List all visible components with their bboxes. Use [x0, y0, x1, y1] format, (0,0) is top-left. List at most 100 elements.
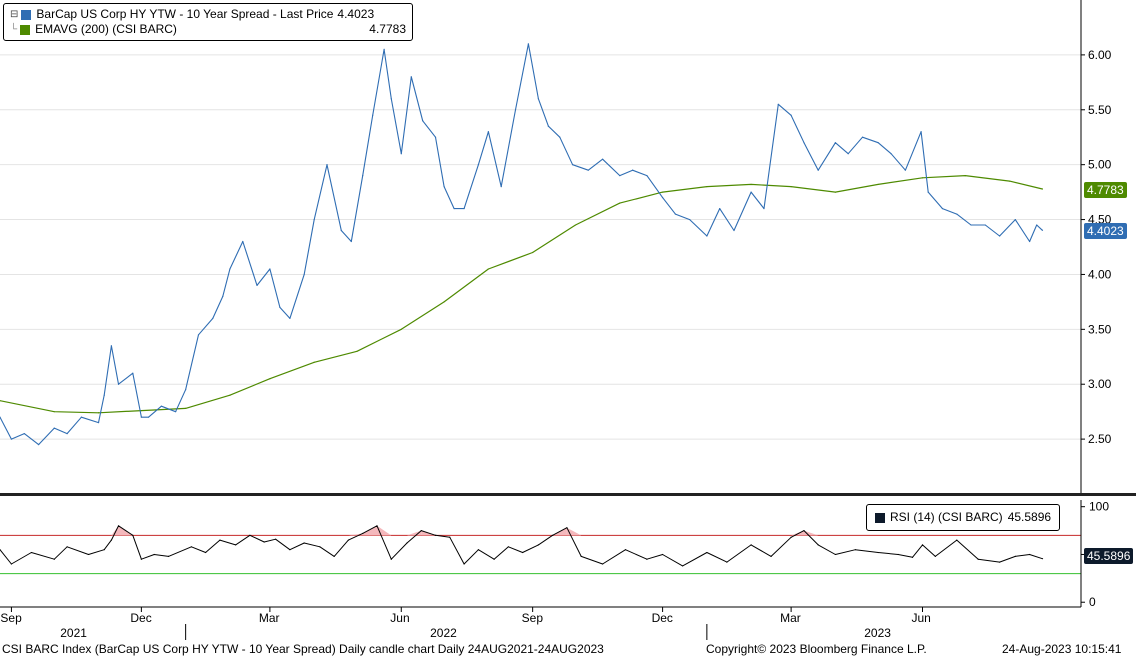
x-year-label: 2021	[60, 626, 87, 640]
ema-line-point	[574, 224, 577, 226]
ema-line-point	[790, 186, 792, 188]
price-line-point	[212, 317, 214, 319]
price-line-point	[904, 169, 906, 171]
price-line-point	[453, 207, 455, 210]
ema-line-point	[661, 191, 664, 193]
ema-line-point	[269, 378, 271, 380]
x-tick-label: Sep	[0, 611, 22, 625]
rsi-line-point	[275, 538, 277, 540]
rsi-line-point	[661, 553, 664, 556]
price-line-point	[256, 284, 258, 287]
price-line-point	[97, 422, 100, 424]
rsi-line-point	[362, 532, 364, 535]
ema-line-point	[964, 175, 966, 177]
panel-divider[interactable]	[0, 493, 1136, 496]
price-line-point	[229, 268, 231, 270]
price-line-point	[847, 153, 849, 155]
price-line-point	[719, 207, 721, 210]
ema-line-point	[0, 400, 1, 402]
price-line-point	[313, 218, 315, 221]
price-line-point	[970, 224, 972, 226]
price-line-point	[514, 109, 517, 111]
price-line-point	[303, 273, 305, 276]
price-line-point	[117, 383, 120, 385]
footer-timestamp: 24-Aug-2023 10:15:41	[1002, 642, 1122, 656]
rsi-line-point	[911, 556, 914, 558]
rsi-line-point	[537, 544, 539, 546]
main-legend[interactable]: ⊟ BarCap US Corp HY YTW - 10 Year Spread…	[3, 3, 413, 41]
price-line-point	[147, 416, 150, 418]
price-line-point	[834, 142, 836, 144]
price-line-point	[390, 98, 392, 100]
rsi-line-point	[319, 546, 321, 548]
x-tick-label: Sep	[522, 611, 544, 625]
rsi-line-point	[1041, 558, 1044, 560]
ema-line	[0, 175, 1043, 414]
price-line-point	[66, 433, 68, 435]
rsi-line-point	[999, 561, 1001, 563]
rsi-fill-segment	[111, 525, 119, 536]
ema-line-point	[834, 191, 836, 193]
x-tick-label: Dec	[130, 611, 151, 625]
price-line-point	[185, 389, 187, 391]
price-line-point	[80, 416, 82, 418]
rsi-line-point	[205, 551, 207, 554]
rsi-tick-label: 0	[1089, 595, 1096, 609]
rsi-line-point	[834, 553, 836, 556]
price-line-point	[132, 372, 134, 374]
price-line-point	[927, 191, 929, 193]
rsi-line-point	[167, 555, 170, 557]
rsi-line-point	[153, 553, 155, 556]
rsi-overbought-fill	[111, 525, 819, 536]
price-line-point	[372, 114, 374, 116]
price-line-point	[477, 164, 479, 166]
price-line-point	[434, 136, 437, 138]
price-line-point	[661, 197, 664, 199]
rsi-line-point	[507, 546, 509, 548]
rsi-legend[interactable]: RSI (14) (CSI BARC) 45.5896	[866, 504, 1061, 531]
legend-entry-ema[interactable]: └ EMAVG (200) (CSI BARC) 4.7783	[10, 22, 406, 37]
price-line-point	[527, 43, 529, 45]
ema-line-point	[877, 183, 879, 186]
price-line-point	[160, 405, 162, 407]
price-line-point	[861, 136, 864, 138]
price-line-point	[340, 229, 342, 232]
legend-swatch-ema	[20, 24, 31, 35]
rsi-line-point	[190, 546, 192, 548]
rsi-line-point	[977, 558, 979, 560]
collapse-icon[interactable]: ⊟	[10, 9, 19, 20]
rsi-line-point	[87, 553, 90, 556]
x-tick-label: Mar	[259, 611, 280, 625]
x-tick-label: Jun	[911, 611, 930, 625]
price-line-point	[817, 169, 819, 171]
price-line-point	[289, 317, 291, 319]
price-line-point	[619, 175, 621, 177]
rsi-line-point	[333, 555, 335, 557]
legend-entry-price[interactable]: ⊟ BarCap US Corp HY YTW - 10 Year Spread…	[10, 7, 406, 22]
rsi-line-point	[750, 544, 752, 546]
rsi-line-point	[552, 534, 554, 536]
price-line-point	[0, 416, 1, 418]
legend-label-price: BarCap US Corp HY YTW - 10 Year Spread -…	[36, 7, 334, 21]
price-line-point	[537, 98, 539, 100]
price-line-point	[920, 131, 922, 133]
rsi-line-point	[493, 558, 495, 560]
ema-line-point	[532, 251, 534, 254]
ema-line-point	[53, 411, 55, 413]
y-tick-label: 2.50	[1088, 432, 1112, 446]
rsi-line-point	[420, 529, 422, 532]
rsi-reference-lines	[0, 534, 1081, 575]
rsi-line-point	[263, 541, 265, 543]
x-axis-ticks: Sep Dec Mar Jun Sep Dec Mar Jun 2021 2022 2023	[0, 607, 931, 640]
price-line-point	[559, 136, 561, 138]
ema-line-point	[313, 361, 315, 363]
price-line-point	[706, 235, 708, 237]
price-line-point	[890, 153, 892, 155]
main-y-tick-labels: 2.503.003.504.004.505.005.506.00	[1081, 48, 1112, 446]
price-line-point	[1014, 218, 1016, 221]
price-line-point	[999, 235, 1001, 237]
ema-line-point	[400, 328, 402, 330]
rsi-line-point	[817, 544, 819, 546]
ema-last-value-tag: 4.7783	[1084, 182, 1127, 198]
price-line-point	[777, 103, 779, 105]
